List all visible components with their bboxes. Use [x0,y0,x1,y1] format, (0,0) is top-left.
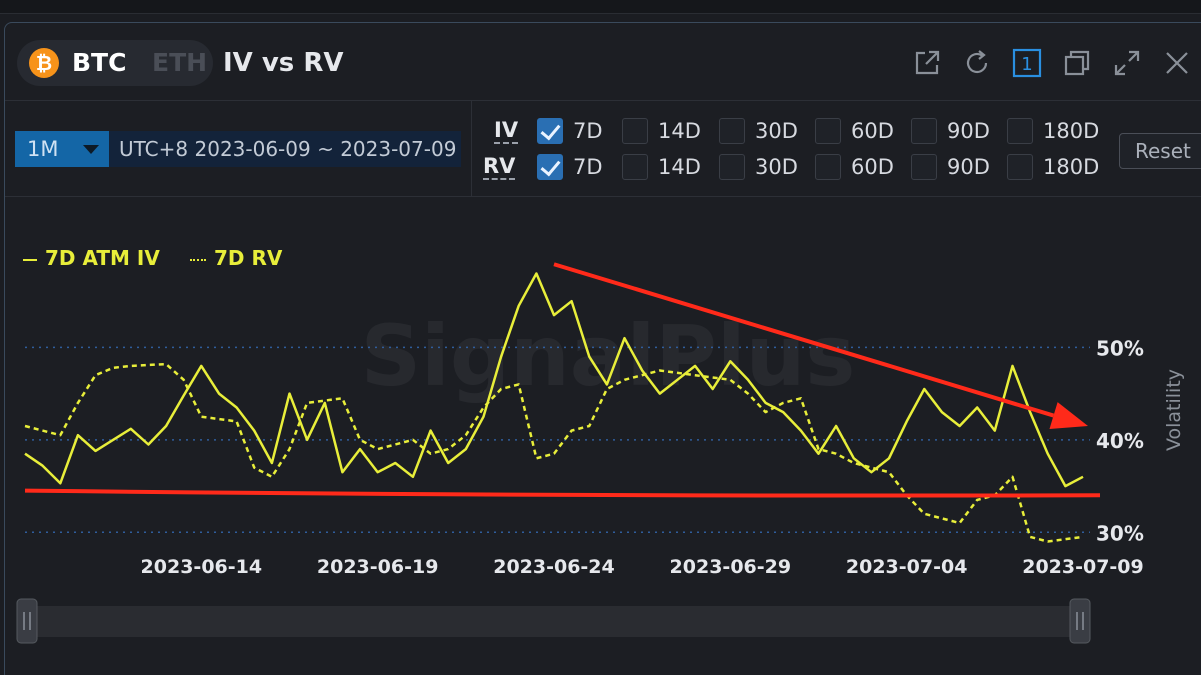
annotation-arrow-head [1049,402,1088,429]
refresh-icon[interactable] [961,47,993,79]
top-bar [0,0,1201,14]
rv-checkbox-90d[interactable] [911,154,937,180]
x-tick-label: 2023-06-24 [493,556,615,578]
x-tick-label: 2023-06-19 [317,556,439,578]
rv-row-label: RV [483,154,516,180]
iv-checkbox-label: 90D [947,119,990,143]
iv-checkbox-label: 30D [755,119,798,143]
rv-checkbox-label: 90D [947,155,990,179]
legend-item-iv[interactable]: 7D ATM IV [23,245,160,271]
coin-toggle[interactable]: ₿ BTC ETH [17,40,213,86]
panel-header: ₿ BTC ETH IV vs RV 1 [5,23,1201,101]
x-tick-label: 2023-07-04 [846,556,968,578]
iv-checkbox-label: 7D [573,119,603,143]
iv-checkbox-180d[interactable] [1007,118,1033,144]
rv-checkbox-label: 60D [851,155,894,179]
external-link-icon[interactable] [911,47,943,79]
range-slider-left-handle[interactable] [16,598,38,644]
rv-checkbox-label: 14D [658,155,701,179]
chevron-down-icon [83,145,99,154]
legend-label-iv: 7D ATM IV [45,246,160,270]
legend-line-solid [23,258,37,261]
legend-item-rv[interactable]: 7D RV [190,245,282,271]
rv-checkbox-label: 30D [755,155,798,179]
range-slider-track[interactable] [27,606,1079,637]
range-select[interactable]: 1M [15,131,109,167]
iv-checkbox-label: 180D [1043,119,1100,143]
range-select-value: 1M [27,137,59,161]
iv-checkbox-60d[interactable] [815,118,841,144]
rv-checkbox-label: 7D [573,155,603,179]
watermark: SignalPlus [361,307,856,405]
iv-checkbox-30d[interactable] [719,118,745,144]
rv-checkbox-60d[interactable] [815,154,841,180]
rv-checkbox-30d[interactable] [719,154,745,180]
y-tick-label: 50% [1096,336,1144,360]
x-tick-label: 2023-06-14 [141,556,263,578]
window-number-icon[interactable]: 1 [1011,47,1043,79]
coin-option-btc[interactable]: BTC [72,48,127,77]
date-range-display[interactable]: UTC+8 2023-06-09 ~ 2023-07-09 [109,131,461,167]
rv-checkbox-180d[interactable] [1007,154,1033,180]
legend-line-dotted [190,258,206,261]
annotation-arrow-shaft [553,262,1055,418]
coin-option-eth[interactable]: ETH [152,48,208,77]
duplicate-icon[interactable] [1061,47,1093,79]
series-line-iv [24,272,1084,488]
rv-checkbox-7d[interactable] [537,154,563,180]
panel-title: IV vs RV [223,48,344,78]
expand-icon[interactable] [1111,47,1143,79]
controls-bar: 1M UTC+8 2023-06-09 ~ 2023-07-09 IV RV 7… [5,101,1201,197]
range-slider-right-handle[interactable] [1069,598,1091,644]
iv-checkbox-label: 14D [658,119,701,143]
iv-checkbox-label: 60D [851,119,894,143]
iv-row-label: IV [494,118,519,144]
y-tick-label: 40% [1096,429,1144,453]
chart-panel: ₿ BTC ETH IV vs RV 1 1M UTC+8 2023-06-09… [4,22,1201,675]
y-tick-label: 30% [1096,521,1144,545]
legend-label-rv: 7D RV [214,246,283,270]
window-number: 1 [1021,54,1032,75]
rv-checkbox-14d[interactable] [622,154,648,180]
rv-checkbox-label: 180D [1043,155,1100,179]
close-icon[interactable] [1161,47,1193,79]
x-tick-label: 2023-07-09 [1022,556,1144,578]
x-tick-label: 2023-06-29 [670,556,792,578]
reset-button[interactable]: Reset [1119,133,1201,169]
iv-checkbox-90d[interactable] [911,118,937,144]
iv-checkbox-7d[interactable] [537,118,563,144]
annotation-support-line [24,488,1101,498]
series-line-rv [24,362,1084,543]
divider [471,101,472,197]
btc-coin-icon: ₿ [29,48,59,78]
iv-checkbox-14d[interactable] [622,118,648,144]
y-axis-label: Volatility [1163,369,1185,451]
